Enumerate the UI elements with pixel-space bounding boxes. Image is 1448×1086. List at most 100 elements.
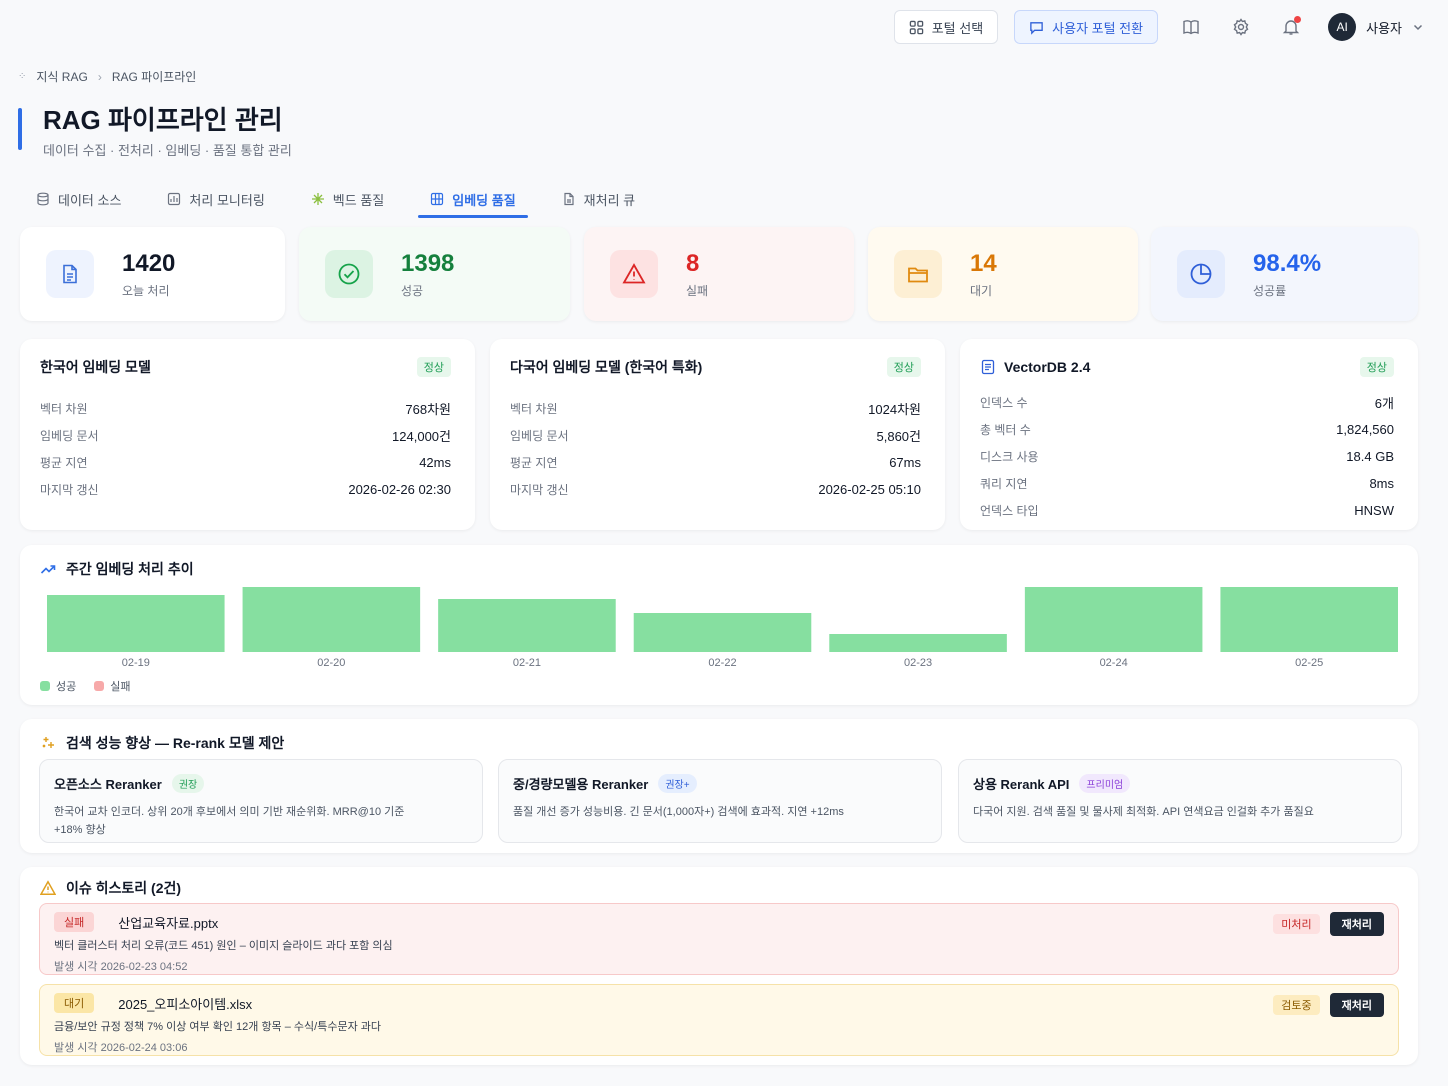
stat-card-processed-today: 1420 오늘 처리 [20, 227, 285, 321]
info-key: 쿼리 지연 [980, 477, 1028, 491]
x-tick-label: 02-25 [1295, 657, 1323, 669]
model-card-title: 한국어 임베딩 모델 [40, 359, 151, 375]
bar-success-02-19 [47, 595, 225, 652]
model-info-row: 총 벡터 수 1,824,560 [980, 416, 1394, 443]
issue-file-name: 산업교육자료.pptx [118, 915, 219, 931]
document-icon [63, 264, 77, 284]
user-name: 사용자 [1366, 20, 1402, 36]
book-button[interactable] [1174, 10, 1208, 44]
x-tick-label: 02-20 [317, 657, 345, 669]
tab-data-source[interactable]: 데이터 소스 [24, 180, 133, 218]
tab-processing-monitor[interactable]: 처리 모니터링 [155, 180, 276, 218]
bar-success-02-21 [438, 599, 616, 652]
legend-swatch [94, 681, 105, 691]
rerank-option-description: 한국어 교차 인코더. 상위 20개 후보에서 의미 기반 재순위화. MRR@… [54, 806, 405, 836]
rerank-option-lightweight[interactable]: 중/경량모델용 Reranker 권장+ 품질 개선 증가 성능비용. 긴 문서… [498, 759, 942, 843]
stat-icon-box [46, 250, 94, 298]
info-value: HNSW [1354, 503, 1394, 518]
portal-select-button[interactable]: 포털 선택 [893, 10, 999, 44]
model-info-row: 마지막 갱신 2026-02-25 05:10 [510, 476, 921, 503]
rerank-option-name: 오픈소스 Reranker [54, 777, 162, 792]
issue-description: 벡터 클러스터 처리 오류(코드 451) 원인 – 이미지 슬라이드 과다 포… [54, 940, 393, 952]
rerank-option-opensource[interactable]: 오픈소스 Reranker 권장 한국어 교차 인코더. 상위 20개 후보에서… [39, 759, 483, 843]
stat-label: 오늘 처리 [122, 283, 170, 298]
model-card-korean-embedding: 한국어 임베딩 모델 정상 벡터 차원 768차원 임베딩 문서 124,000건 … [20, 339, 475, 530]
info-key: 마지막 갱신 [510, 483, 569, 497]
x-tick-label: 02-19 [122, 657, 150, 669]
info-value: 8ms [1369, 476, 1394, 491]
bar-success-02-23 [829, 634, 1007, 652]
stat-card-pending: 14 대기 [868, 227, 1138, 321]
info-key: 평균 지연 [510, 456, 558, 470]
grid-icon [431, 192, 444, 206]
notification-button[interactable] [1274, 10, 1308, 44]
rerank-option-name: 상용 Rerank API [973, 777, 1070, 792]
tab-vector-quality[interactable]: 벡드 품질 [299, 180, 396, 218]
stat-icon-box [1177, 250, 1225, 298]
vectordb-card: VectorDB 2.4 정상 인덱스 수 6개 총 벡터 수 1,824,560 … [960, 339, 1418, 530]
rerank-suggestion-card: 검색 성능 향상 — Re-rank 모델 제안 오픈소스 Reranker 권… [20, 719, 1418, 853]
portal-select-label: 포털 선택 [931, 20, 984, 36]
settings-button[interactable] [1224, 10, 1258, 44]
issue-title-group: 이슈 히스토리 (2건) [40, 878, 181, 898]
model-info-row: 인덱스 수 6개 [980, 389, 1394, 416]
avatar: AI [1328, 13, 1357, 41]
issue-item: 실패 산업교육자료.pptx 벡터 클러스터 처리 오류(코드 451) 원인 … [39, 903, 1399, 975]
legend-label: 성공 [56, 681, 77, 693]
issue-file-name: 2025_오피소아이템.xlsx [118, 996, 253, 1012]
legend-item-failure: 실패 [94, 678, 131, 694]
info-value: 1,824,560 [1336, 422, 1394, 437]
rerank-option-badge: 프리미엄 [1079, 774, 1131, 793]
tab-reprocess-queue[interactable]: 재처리 큐 [550, 180, 647, 218]
rerank-option-commercial[interactable]: 상용 Rerank API 프리미엄 다국어 지원. 검색 품질 및 물사제 최… [958, 759, 1402, 843]
legend-swatch [40, 681, 50, 691]
chat-icon [1030, 21, 1043, 35]
user-portal-switch-button[interactable]: 사용자 포털 전환 [1014, 10, 1159, 44]
chart-title-group: 주간 임베딩 처리 추이 [40, 559, 194, 579]
breadcrumb-root[interactable]: 지식 RAG [36, 70, 88, 84]
check-circle-icon [338, 263, 360, 285]
sparkles-icon [42, 737, 54, 748]
info-key: 총 벡터 수 [980, 423, 1031, 437]
warning-icon [40, 880, 56, 895]
tab-embedding-quality[interactable]: 임베딩 품질 [418, 180, 529, 218]
rerank-option-name: 중/경량모델용 Reranker [513, 777, 649, 792]
gear-icon [1233, 18, 1249, 36]
issue-history-title: 이슈 히스토리 (2건) [66, 880, 182, 896]
stat-value: 14 [970, 249, 997, 277]
stat-card-failure: 8 실패 [584, 227, 854, 321]
info-value: 2026-02-25 05:10 [818, 482, 921, 497]
sparkle-icon [311, 193, 324, 205]
stat-label: 성공률 [1253, 283, 1287, 298]
rerank-title-group: 검색 성능 향상 — Re-rank 모델 제안 [40, 733, 284, 753]
tab-label: 처리 모니터링 [189, 192, 265, 208]
stat-icon-box [894, 250, 942, 298]
status-badge: 정상 [416, 357, 451, 377]
info-value: 67ms [889, 455, 921, 470]
tab-bar: 데이터 소스 처리 모니터링 벡드 품질 임베딩 품질 재처리 큐 [24, 180, 669, 218]
breadcrumb-separator-icon: › [97, 69, 102, 84]
info-key: 벡터 차원 [510, 402, 558, 416]
book-icon [1183, 20, 1199, 35]
user-portal-switch-label: 사용자 포털 전환 [1052, 20, 1144, 36]
reprocess-button[interactable]: 재처리 [1329, 912, 1384, 936]
status-badge: 정상 [886, 357, 921, 377]
warning-icon [622, 263, 646, 284]
status-badge: 정상 [1359, 357, 1394, 377]
database-icon [37, 192, 49, 206]
info-value: 1024차원 [868, 402, 921, 417]
bar-success-02-22 [633, 613, 812, 652]
issue-description: 금융/보안 규정 정책 7% 이상 여부 확인 12개 항목 – 수식/특수문자… [54, 1021, 381, 1033]
user-menu[interactable]: AI 사용자 [1328, 13, 1424, 41]
document-icon [981, 359, 995, 375]
model-card-multilingual-embedding: 다국어 임베딩 모델 (한국어 특화) 정상 벡터 차원 1024차원 임베딩 문… [490, 339, 945, 530]
chart-legend: 성공 실패 [40, 678, 131, 694]
chevron-down-icon [1413, 24, 1423, 31]
reprocess-button[interactable]: 재처리 [1329, 993, 1384, 1017]
page-subtitle: 데이터 수집 · 전처리 · 임베딩 · 품질 통합 관리 [43, 143, 292, 158]
model-info-row: 언덱스 타입 HNSW [980, 497, 1394, 524]
info-value: 42ms [419, 455, 451, 470]
info-value: 5,860건 [876, 429, 922, 444]
rerank-title: 검색 성능 향상 — Re-rank 모델 제안 [66, 735, 285, 751]
info-value: 124,000건 [392, 429, 451, 444]
